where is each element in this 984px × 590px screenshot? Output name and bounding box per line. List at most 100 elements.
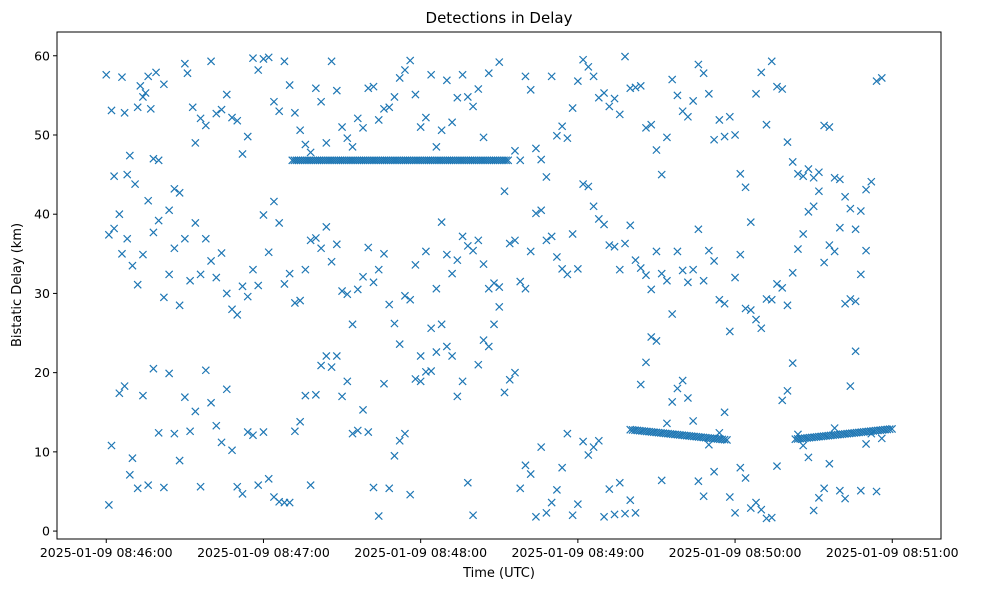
data-point bbox=[364, 428, 373, 437]
y-tick-label: 50 bbox=[34, 127, 50, 142]
data-point bbox=[615, 478, 624, 487]
data-point bbox=[589, 443, 598, 452]
data-point bbox=[395, 73, 404, 82]
data-point bbox=[516, 156, 525, 165]
data-point bbox=[296, 126, 305, 135]
data-point bbox=[327, 57, 336, 66]
data-point bbox=[489, 320, 499, 329]
data-point bbox=[301, 265, 310, 274]
data-point bbox=[495, 58, 504, 67]
x-tick-label: 2025-01-09 08:47:00 bbox=[197, 545, 330, 560]
data-point bbox=[332, 86, 341, 95]
data-point bbox=[521, 284, 530, 293]
data-point bbox=[736, 463, 745, 472]
data-point bbox=[222, 289, 231, 298]
y-tick-label: 30 bbox=[34, 286, 50, 301]
data-point bbox=[458, 70, 467, 79]
data-point bbox=[841, 192, 850, 201]
data-point bbox=[610, 94, 619, 103]
data-point bbox=[547, 498, 556, 507]
data-point bbox=[793, 169, 802, 178]
data-point bbox=[254, 481, 263, 490]
data-point bbox=[552, 252, 561, 262]
data-point bbox=[180, 59, 189, 68]
data-point bbox=[830, 247, 839, 256]
data-point bbox=[788, 157, 797, 166]
data-point bbox=[416, 377, 425, 386]
data-point bbox=[516, 484, 525, 493]
data-point bbox=[102, 70, 111, 79]
data-point bbox=[793, 245, 802, 254]
data-point bbox=[767, 295, 776, 304]
data-point bbox=[694, 477, 703, 486]
data-point bbox=[411, 260, 420, 269]
data-point bbox=[699, 276, 708, 285]
data-point bbox=[327, 363, 336, 372]
data-point bbox=[814, 493, 823, 502]
data-point bbox=[652, 247, 661, 256]
data-point bbox=[196, 114, 205, 123]
data-point bbox=[369, 278, 378, 287]
data-point bbox=[353, 114, 362, 123]
data-point bbox=[678, 376, 687, 385]
x-axis-ticks: 2025-01-09 08:46:00 2025-01-09 08:47:00 20… bbox=[40, 539, 959, 560]
data-point bbox=[746, 218, 755, 227]
data-point bbox=[259, 210, 268, 220]
data-point bbox=[558, 463, 567, 472]
data-point bbox=[175, 301, 184, 310]
data-point bbox=[631, 83, 640, 92]
data-point bbox=[327, 257, 336, 266]
data-point bbox=[385, 300, 394, 309]
data-point bbox=[689, 416, 698, 425]
data-point bbox=[154, 216, 163, 225]
data-point bbox=[196, 270, 205, 279]
data-point bbox=[552, 485, 561, 494]
data-point bbox=[227, 113, 237, 122]
data-point bbox=[136, 81, 145, 90]
data-point bbox=[736, 250, 745, 259]
data-point bbox=[317, 361, 326, 370]
data-point bbox=[400, 291, 409, 300]
data-point bbox=[537, 443, 546, 452]
data-point bbox=[275, 218, 284, 227]
data-point bbox=[510, 146, 520, 155]
data-point bbox=[474, 360, 483, 369]
data-point bbox=[641, 358, 651, 367]
data-point bbox=[856, 207, 865, 216]
data-point bbox=[526, 247, 535, 256]
data-point bbox=[620, 509, 630, 518]
data-point bbox=[343, 290, 352, 299]
data-point bbox=[390, 92, 399, 101]
data-point bbox=[772, 82, 782, 91]
data-point bbox=[442, 76, 451, 85]
data-point bbox=[846, 204, 855, 213]
data-point bbox=[411, 374, 420, 384]
data-point bbox=[175, 456, 184, 465]
data-point bbox=[463, 92, 472, 101]
data-point bbox=[149, 154, 158, 163]
data-point bbox=[285, 498, 294, 507]
data-point bbox=[458, 377, 467, 386]
data-point bbox=[406, 295, 415, 304]
data-point bbox=[201, 234, 210, 243]
data-point bbox=[358, 405, 368, 414]
data-point bbox=[259, 428, 268, 437]
data-point bbox=[484, 342, 493, 351]
data-point bbox=[390, 319, 399, 328]
data-point bbox=[715, 115, 724, 124]
y-tick-label: 20 bbox=[34, 365, 50, 380]
data-point bbox=[196, 482, 205, 491]
data-point bbox=[710, 467, 719, 476]
data-point bbox=[306, 236, 315, 245]
data-point bbox=[154, 156, 163, 165]
data-point bbox=[547, 72, 556, 81]
data-point bbox=[662, 276, 671, 285]
data-point bbox=[453, 392, 462, 401]
data-point bbox=[479, 133, 488, 142]
data-point bbox=[641, 123, 651, 132]
data-point bbox=[432, 142, 441, 151]
data-point bbox=[364, 84, 373, 93]
data-point bbox=[117, 249, 127, 258]
data-point bbox=[374, 265, 383, 274]
data-point bbox=[348, 429, 357, 438]
